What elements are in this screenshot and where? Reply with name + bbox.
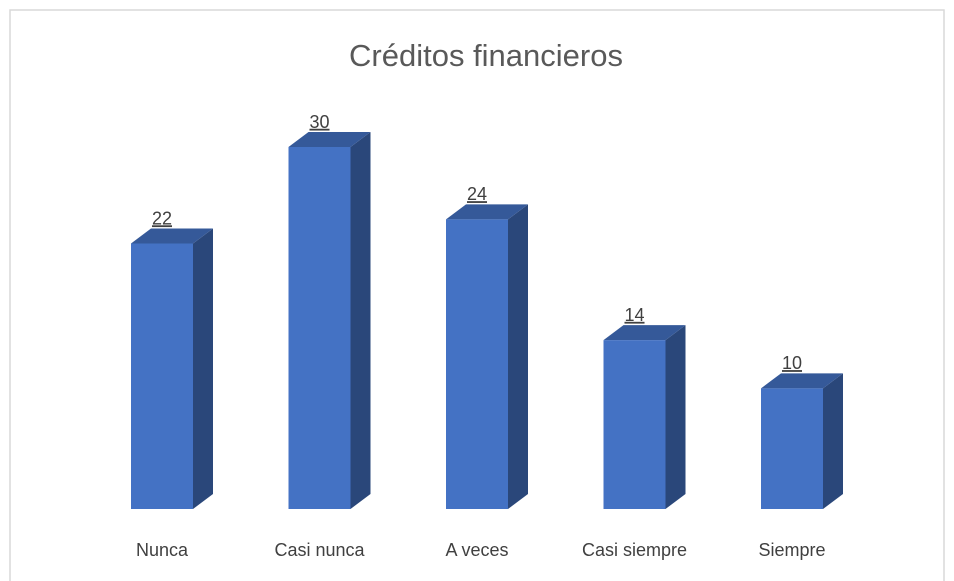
bar-front: [603, 340, 666, 509]
bar-top: [603, 325, 686, 341]
data-label: 10: [782, 353, 802, 373]
data-label: 30: [309, 112, 329, 132]
bar-front: [131, 243, 193, 510]
bar-top: [761, 373, 843, 389]
bar: [603, 325, 686, 509]
bar-top: [131, 228, 213, 244]
bar: [288, 132, 371, 509]
bar-side: [823, 373, 843, 509]
bar-side: [350, 132, 371, 509]
bar-side: [193, 228, 213, 510]
bar-side: [508, 204, 528, 509]
x-tick-label: Siempre: [758, 540, 825, 560]
x-tick-label: A veces: [445, 540, 508, 560]
bar: [761, 373, 843, 509]
x-tick-label: Casi siempre: [582, 540, 687, 560]
chart-title: Créditos financieros: [349, 38, 623, 73]
bar-front: [288, 147, 351, 509]
bar-side: [665, 325, 686, 509]
data-label: 22: [152, 208, 172, 228]
data-label: 24: [467, 184, 487, 204]
chart-frame: [9, 9, 945, 581]
bar-front: [446, 219, 508, 509]
bar: [446, 204, 528, 509]
bar-front: [761, 388, 823, 509]
x-tick-label: Casi nunca: [274, 540, 365, 560]
bar-top: [288, 132, 371, 147]
data-label: 14: [624, 305, 644, 325]
x-tick-label: Nunca: [136, 540, 189, 560]
bar-top: [446, 204, 528, 220]
bar: [131, 228, 213, 510]
